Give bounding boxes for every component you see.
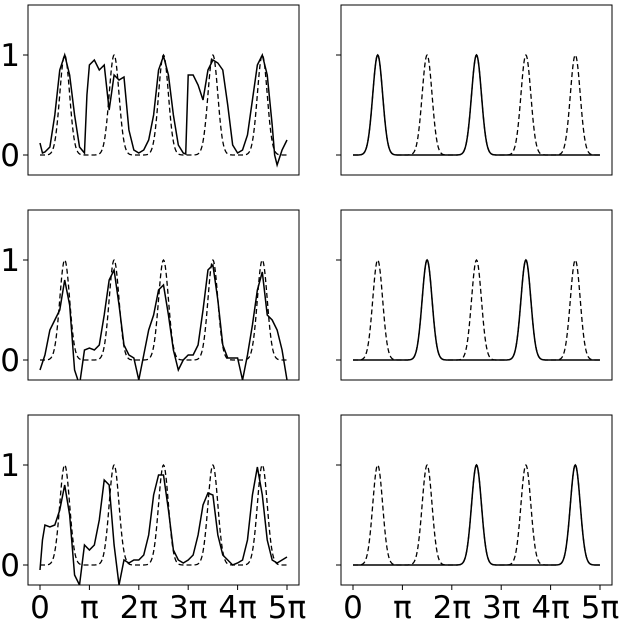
x-tick-label: 4π (218, 590, 256, 621)
panel-r3-c1: 010 π 2π 3π 4π 5π (0, 414, 306, 621)
estimate-series-r1-c1 (39, 52, 288, 168)
reference-series-r3-c1 (40, 463, 287, 566)
panel-frame (27, 4, 300, 176)
panel-r3-c2: 0 π 2π 3π 4π 5π (336, 414, 619, 621)
x-tick-label: 3π (169, 590, 207, 621)
estimate-series-r1-c2 (353, 53, 600, 156)
reference-series-r2-c1 (40, 258, 287, 361)
reference-series-r2-c2 (353, 258, 600, 361)
panel-lines (353, 258, 600, 361)
x-tick-label: 5π (581, 590, 619, 621)
y-tick-label: 0 (0, 138, 20, 174)
y-tick-label: 1 (0, 448, 20, 484)
panel-lines (39, 258, 288, 380)
reference-series-r3-c2 (353, 463, 600, 566)
y-tick-label: 0 (0, 343, 20, 379)
reference-series-r1-c1 (40, 53, 287, 156)
x-tick-label: π (80, 590, 99, 621)
panel-frame (340, 4, 613, 176)
panel-r2-c2 (336, 209, 613, 381)
panel-lines (353, 463, 600, 566)
panel-frame (340, 209, 613, 381)
x-tick-label: 5π (268, 590, 306, 621)
y-tick-label: 0 (0, 548, 20, 584)
panel-lines (39, 463, 288, 585)
x-tick-label: 2π (433, 590, 471, 621)
x-tick-label: 0 (343, 590, 363, 621)
y-tick-label: 1 (0, 38, 20, 74)
x-tick-label: 2π (120, 590, 158, 621)
reference-series-r1-c2 (353, 53, 600, 156)
panel-frame (27, 414, 300, 586)
panel-r2-c1: 01 (0, 209, 300, 381)
panel-r1-c2 (336, 4, 613, 176)
y-tick-label: 1 (0, 243, 20, 279)
estimate-series-r2-c1 (39, 263, 288, 380)
estimate-series-r3-c1 (39, 466, 288, 585)
panel-lines (353, 53, 600, 156)
estimate-series-r2-c2 (353, 258, 600, 361)
panel-lines (39, 52, 288, 168)
x-tick-label: 4π (531, 590, 569, 621)
x-tick-label: 0 (30, 590, 50, 621)
estimate-series-r3-c2 (353, 463, 600, 566)
panel-r1-c1: 01 (0, 4, 300, 176)
x-tick-label: π (393, 590, 412, 621)
x-tick-label: 3π (482, 590, 520, 621)
panel-frame (27, 209, 300, 381)
panel-frame (340, 414, 613, 586)
